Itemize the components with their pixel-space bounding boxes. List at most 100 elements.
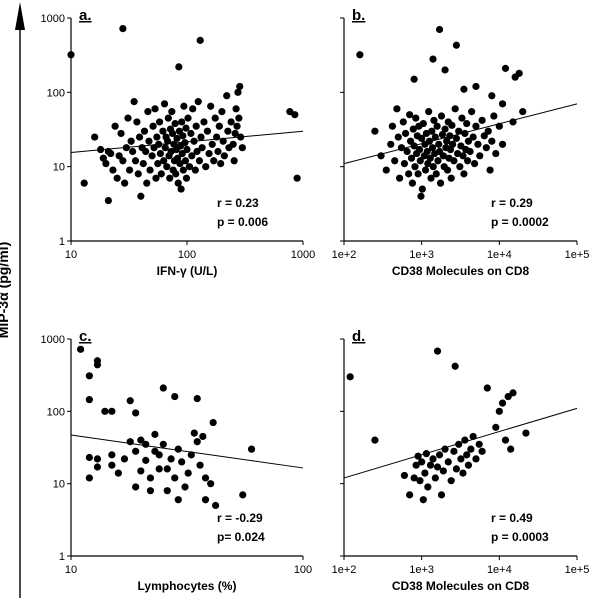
data-point xyxy=(196,36,204,44)
data-point xyxy=(175,63,183,71)
data-point xyxy=(171,119,179,128)
data-point xyxy=(428,127,436,135)
data-point xyxy=(156,149,165,158)
data-point xyxy=(418,134,426,143)
y-tick-label: 1000 xyxy=(41,334,65,346)
data-point xyxy=(190,137,198,145)
data-point xyxy=(143,179,151,187)
panel-label: b. xyxy=(352,7,365,24)
data-point xyxy=(461,436,469,444)
data-point xyxy=(509,389,517,397)
data-point xyxy=(231,129,239,138)
data-point xyxy=(433,463,442,471)
data-point xyxy=(463,119,471,128)
data-point xyxy=(416,157,424,165)
data-point xyxy=(394,133,402,141)
data-point xyxy=(469,133,477,141)
data-point xyxy=(109,166,117,174)
data-point xyxy=(218,108,226,116)
x-tick-label: 100 xyxy=(294,564,312,576)
data-point xyxy=(140,127,149,135)
data-point xyxy=(190,429,198,437)
data-point xyxy=(219,137,227,145)
data-point xyxy=(403,147,411,156)
data-point xyxy=(444,458,452,466)
data-point xyxy=(427,174,435,182)
data-point xyxy=(447,174,455,182)
data-point xyxy=(388,122,397,130)
data-point xyxy=(139,159,147,168)
panel-3: 1e+2 1e+3 1e+4 1e+5 CD38 Molecules on CD8 d. r… xyxy=(332,328,590,593)
panel-1: 1e+2 1e+3 1e+4 1e+5 CD38 Molecules on CD8 b. r… xyxy=(332,7,590,278)
data-point xyxy=(174,154,182,162)
data-point xyxy=(160,100,169,108)
data-point xyxy=(135,133,144,141)
data-point xyxy=(429,55,437,63)
data-point xyxy=(431,474,439,482)
data-point xyxy=(418,185,426,193)
data-point xyxy=(164,114,172,122)
data-point xyxy=(410,474,418,482)
data-point xyxy=(452,465,460,473)
data-point xyxy=(476,152,484,160)
data-point xyxy=(124,114,132,122)
data-point xyxy=(507,445,515,453)
data-point xyxy=(437,112,446,120)
data-point xyxy=(464,137,473,145)
data-point xyxy=(410,142,418,150)
data-point xyxy=(157,170,165,178)
y-tick-label: 1000 xyxy=(41,13,65,25)
data-point xyxy=(486,166,494,174)
x-tick-label: 1e+2 xyxy=(332,249,357,261)
data-point xyxy=(179,132,187,140)
data-point xyxy=(475,440,483,448)
p-value-label: p = 0.0002 xyxy=(491,215,549,229)
data-point xyxy=(181,483,189,491)
data-point xyxy=(468,108,476,116)
data-point xyxy=(134,170,142,178)
data-point xyxy=(155,465,163,473)
data-point xyxy=(495,407,503,415)
data-point xyxy=(397,144,406,152)
data-point xyxy=(238,144,246,152)
data-point xyxy=(101,407,109,415)
data-point xyxy=(492,423,500,431)
data-point xyxy=(435,140,443,148)
x-tick-label: 1e+3 xyxy=(409,564,434,576)
data-point xyxy=(207,102,215,110)
correlation-r-label: r = 0.49 xyxy=(491,511,533,525)
y-tick-label: 1 xyxy=(59,236,65,248)
data-point xyxy=(193,147,201,156)
data-point xyxy=(155,118,164,126)
data-point xyxy=(183,145,191,154)
data-point xyxy=(120,455,129,463)
data-point xyxy=(126,438,134,446)
data-point xyxy=(203,127,212,135)
panel-label: d. xyxy=(352,328,365,345)
data-point xyxy=(108,461,116,469)
data-point xyxy=(439,467,447,475)
data-point xyxy=(178,458,186,466)
data-point xyxy=(122,144,130,152)
data-point xyxy=(85,372,93,380)
data-point xyxy=(201,474,210,482)
data-point xyxy=(163,137,172,145)
data-point xyxy=(460,85,468,93)
p-value-label: p= 0.024 xyxy=(217,530,265,544)
data-point xyxy=(163,163,171,171)
data-point xyxy=(422,450,430,458)
data-point xyxy=(431,133,439,141)
data-point xyxy=(421,469,429,477)
data-point xyxy=(478,447,486,455)
data-point xyxy=(151,105,159,113)
data-point xyxy=(401,129,410,138)
data-point xyxy=(193,438,201,446)
data-point xyxy=(457,455,465,463)
data-point xyxy=(187,129,195,138)
data-point xyxy=(455,440,463,448)
data-point xyxy=(155,451,163,459)
data-point xyxy=(132,483,140,491)
data-point xyxy=(108,451,116,459)
data-point xyxy=(426,154,434,162)
data-point xyxy=(142,440,150,448)
